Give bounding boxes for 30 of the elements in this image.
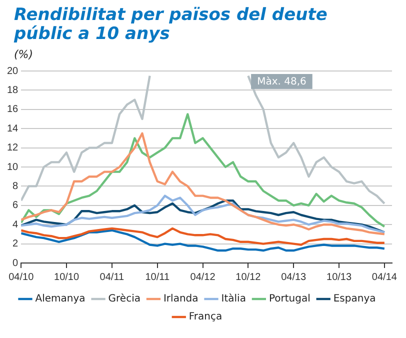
x-tick-label: 04/12 xyxy=(190,272,216,283)
y-tick-label: 12 xyxy=(7,142,19,154)
y-tick-label: 14 xyxy=(7,123,19,134)
y-tick-label: 0 xyxy=(12,258,19,269)
annotation: Màx. 48,6 xyxy=(257,76,306,88)
y-tick-label: 2 xyxy=(12,238,19,250)
x-tick-label: 04/14 xyxy=(372,272,398,283)
y-tick-label: 4 xyxy=(12,219,19,230)
x-tick-label: 04/13 xyxy=(281,272,307,283)
legend-label: França xyxy=(188,312,222,323)
x-tick-label: 10/11 xyxy=(145,272,170,283)
x-tick-label: 10/12 xyxy=(236,272,262,283)
legend-label: Alemanya xyxy=(35,294,86,305)
legend-label: Itàlia xyxy=(221,294,246,305)
x-tick-label: 10/10 xyxy=(54,272,80,283)
legend-label: Irlanda xyxy=(163,294,198,305)
x-tick-label: 10/13 xyxy=(326,272,352,283)
legend-label: Espanya xyxy=(333,294,376,305)
y-tick-label: 10 xyxy=(7,162,19,173)
legend-label: Grècia xyxy=(108,294,140,305)
x-tick-label: 04/10 xyxy=(8,272,34,283)
y-tick-label: 8 xyxy=(12,180,19,192)
y-tick-label: 16 xyxy=(7,104,19,116)
y-tick-label: 6 xyxy=(12,200,19,212)
y-tick-label: 18 xyxy=(7,84,19,96)
x-tick-label: 04/11 xyxy=(100,272,125,283)
legend-label: Portugal xyxy=(268,294,310,305)
chart-title: Rendibilitat per països del deute públic a 10 anys xyxy=(14,5,328,44)
y-axis-title: (%) xyxy=(14,48,34,61)
y-tick-label: 20 xyxy=(7,66,19,77)
